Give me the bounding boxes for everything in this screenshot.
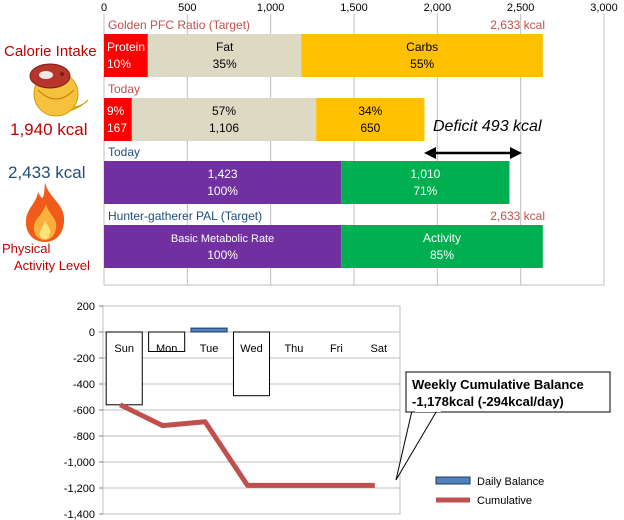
y-tick-label: 0 — [89, 327, 95, 339]
food-illustration — [29, 63, 89, 117]
bar-segment-value: 100% — [207, 248, 238, 262]
callout-box — [405, 371, 611, 413]
bar-segment-basic-metabolic-rate — [104, 161, 342, 204]
bar-segment-value: 167 — [107, 121, 127, 135]
bar-segment-value: 85% — [430, 248, 454, 262]
row-header: Today — [108, 82, 140, 96]
flame-icon — [25, 182, 65, 242]
y-tick-label: -1,000 — [64, 457, 95, 469]
callout-line1: Weekly Cumulative Balance — [412, 377, 584, 392]
bottom-chart-y-tick-labels: 200 0 -200 -400 -600 -800 -1,000 -1,200 -1,400 — [64, 301, 95, 520]
bar-segment-value: 10% — [107, 57, 131, 71]
bar-segment-value: 1,106 — [209, 121, 239, 135]
bar-segment-fat — [131, 98, 317, 141]
bar-segment-value: 650 — [360, 121, 380, 135]
y-tick-label: -800 — [73, 431, 95, 443]
bar-segment-label: 1,423 — [208, 167, 238, 181]
bar-segment-label: 1,010 — [410, 167, 440, 181]
activity-kcal-value: 2,433 kcal — [8, 163, 86, 182]
x-tick-label: Sat — [371, 343, 388, 355]
daily-balance-bar — [232, 331, 271, 397]
bar-segment-value: 35% — [213, 57, 237, 71]
y-tick-label: -600 — [73, 405, 95, 417]
callout-pointer — [395, 401, 443, 481]
bar-segment-basic-metabolic-rate — [104, 225, 342, 268]
bar-segment-value: 55% — [410, 57, 434, 71]
top-chart-rows: Golden PFC Ratio (Target) 2,633 kcal Prote… — [104, 18, 545, 268]
bar-segment-label: Basic Metabolic Rate — [171, 233, 274, 245]
bottom-chart-x-tick-labels: Sun Mon Tue Wed Thu Fri Sat — [114, 343, 387, 355]
top-tick-label: 1,000 — [257, 2, 285, 14]
y-tick-label: 200 — [77, 301, 95, 313]
legend-label-cumulative: Cumulative — [477, 495, 532, 507]
row-header: Golden PFC Ratio (Target) — [108, 18, 250, 32]
bar-segment-label: Activity — [423, 231, 461, 245]
top-tick-label: 0 — [101, 2, 107, 14]
energy-balance-chart: 0 500 1,000 1,500 2,000 2,500 3,000 Golden PFC… — [101, 2, 618, 286]
deficit-arrow — [424, 147, 522, 159]
top-tick-label: 500 — [178, 2, 196, 14]
x-tick-label: Wed — [240, 343, 262, 355]
daily-balance-bars — [105, 327, 271, 406]
bar-segment-protein — [104, 34, 148, 77]
bar-segment-protein — [104, 98, 132, 141]
top-chart-tick-labels: 0 500 1,000 1,500 2,000 2,500 3,000 — [101, 2, 618, 14]
weekly-balance-chart: 200 0 -200 -400 -600 -800 -1,000 -1,200 -1,400 S… — [64, 301, 611, 520]
daily-balance-bar — [148, 331, 186, 352]
top-tick-label: 2,500 — [507, 2, 535, 14]
top-tick-label: 2,000 — [424, 2, 452, 14]
bar-segment-label: Fat — [216, 40, 234, 54]
row-header: Today — [108, 145, 140, 159]
legend-label-daily-balance: Daily Balance — [477, 476, 544, 488]
bar-segment-activity — [341, 161, 510, 204]
cumulative-line — [119, 402, 375, 488]
y-tick-label: -1,400 — [64, 509, 95, 520]
top-tick-label: 1,500 — [340, 2, 368, 14]
bar-segment-fat — [147, 34, 302, 77]
legend: Daily Balance Cumulative — [435, 476, 544, 507]
bar-segment-label: 9% — [107, 104, 125, 118]
y-tick-label: -200 — [73, 353, 95, 365]
y-tick-label: -400 — [73, 379, 95, 391]
calorie-intake-value: 1,940 kcal — [10, 120, 88, 139]
bar-segment-label: Protein — [107, 40, 145, 54]
bar-segment-value: 71% — [413, 184, 437, 198]
top-tick-label: 3,000 — [590, 2, 618, 14]
bar-segment-label: Carbs — [406, 40, 438, 54]
y-tick-label: -1,200 — [64, 483, 95, 495]
row-total-label: 2,633 kcal — [490, 18, 545, 32]
physical-activity-label-line1: Physical — [2, 241, 51, 256]
deficit-label: Deficit 493 kcal — [433, 118, 542, 135]
row-total-label: 2,633 kcal — [490, 209, 545, 223]
x-tick-label: Thu — [284, 343, 303, 355]
row-header: Hunter-gatherer PAL (Target) — [108, 209, 262, 223]
daily-balance-bar — [190, 327, 228, 333]
x-tick-label: Sun — [114, 343, 134, 355]
calorie-intake-title: Calorie Intake — [4, 43, 97, 60]
callout-line2: -1,178kcal (-294kcal/day) — [412, 394, 564, 409]
bar-segment-carbs — [316, 98, 425, 141]
x-tick-label: Mon — [156, 343, 177, 355]
physical-activity-label-line2: Activity Level — [14, 258, 90, 273]
cumulative-series-line — [119, 402, 375, 488]
x-tick-label: Tue — [200, 343, 219, 355]
bar-segment-carbs — [301, 34, 543, 77]
x-tick-label: Fri — [330, 343, 343, 355]
legend-swatch-daily-balance — [435, 476, 471, 485]
bar-segment-value: 100% — [207, 184, 238, 198]
daily-balance-bar — [105, 331, 143, 406]
bar-segment-activity — [341, 225, 543, 268]
bar-segment-label: 57% — [212, 104, 236, 118]
bar-segment-label: 34% — [358, 104, 382, 118]
